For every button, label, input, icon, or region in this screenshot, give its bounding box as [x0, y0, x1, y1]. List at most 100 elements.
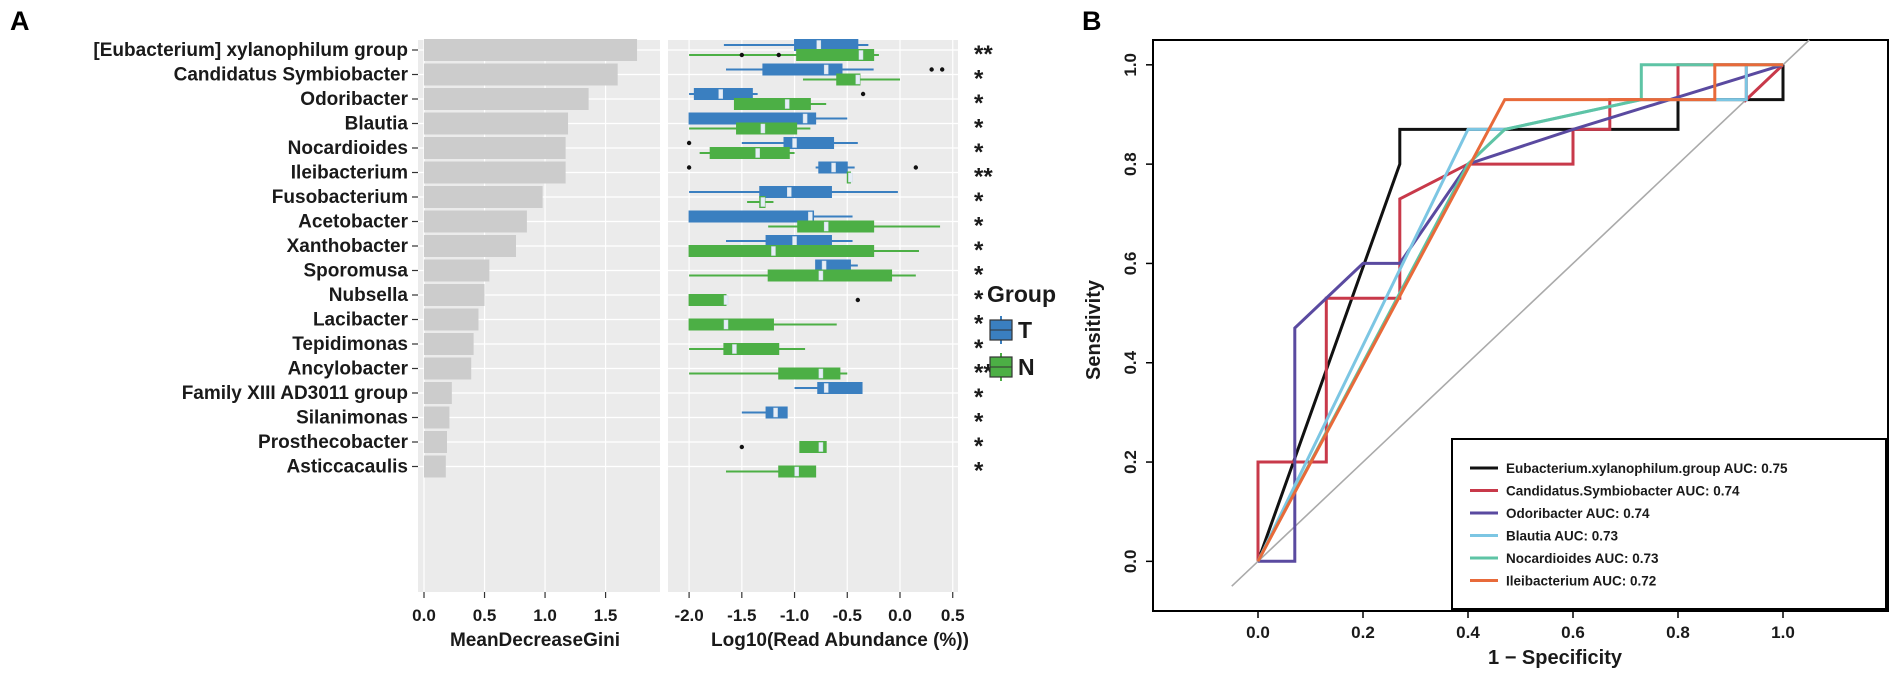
- bar-ancylobacter: [424, 357, 472, 380]
- category-label-candidatus-symbiobacter: Candidatus Symbiobacter: [174, 65, 409, 86]
- significance-mark: *: [974, 115, 984, 142]
- bar-tepidimonas: [424, 333, 474, 355]
- bar-acetobacter: [424, 210, 527, 233]
- category-label-nocardioides: Nocardioides: [288, 138, 408, 159]
- roc-legend-label-nocardioides: Nocardioides AUC: 0.73: [1506, 551, 1659, 566]
- box-n-asticcacaulis-median: [794, 466, 799, 477]
- box-n-nubsella-iqr: [688, 294, 727, 306]
- roc-x-tick-label: 0.4: [1456, 623, 1480, 642]
- box-n-tepidimonas-median: [732, 344, 737, 354]
- bar-x-tick-label: 1.0: [533, 606, 557, 625]
- box-t-ileibacterium-outlier: [686, 165, 692, 170]
- box-t-acetobacter-median: [808, 211, 813, 222]
- significance-mark: *: [974, 139, 984, 166]
- roc-y-tick-label: 0.4: [1121, 350, 1140, 374]
- roc-legend-label-candidatus-symbiobacter: Candidatus.Symbiobacter AUC: 0.74: [1506, 484, 1740, 499]
- box-t-candidatus-symbiobacter-iqr: [762, 63, 843, 76]
- roc-curve-nocardioides: [1256, 63, 1783, 563]
- roc-curve-odoribacter: [1258, 63, 1784, 563]
- roc-legend-label-eubacterium-xylanophilum-group: Eubacterium.xylanophilum.group AUC: 0.75: [1506, 461, 1788, 476]
- roc-y-axis-label: Sensitivity: [1083, 279, 1105, 380]
- boxplot-read-abundance: -2.0 -1.5 -1.0 -0.5 0.0 0.5 *****************…: [668, 39, 993, 651]
- box-x-tick-label: -1.0: [780, 606, 809, 625]
- bar-lacibacter: [424, 308, 479, 331]
- box-n-eubacterium-xylanophilum-group-outlier: [739, 52, 745, 58]
- box-t-fusobacterium-iqr: [759, 186, 832, 198]
- bar-xanthobacter: [424, 235, 516, 257]
- box-n-xanthobacter-iqr: [688, 245, 875, 257]
- category-label-sporomusa: Sporomusa: [303, 261, 408, 282]
- legend-label-n: N: [1018, 354, 1035, 380]
- bar-nubsella: [424, 284, 485, 306]
- panel-label-a: A: [10, 6, 30, 36]
- bar-nocardioides: [424, 137, 566, 159]
- box-t-sporomusa-iqr: [815, 259, 851, 272]
- group-legend: Group TN: [987, 281, 1056, 381]
- box-t-xanthobacter-median: [792, 236, 797, 246]
- box-n-nubsella-median: [723, 295, 729, 305]
- box-n-acetobacter-iqr: [797, 220, 875, 233]
- box-t-candidatus-symbiobacter-outlier: [939, 67, 945, 72]
- box-t-xanthobacter-iqr: [765, 235, 832, 247]
- bar-x-tick-label: 0.5: [473, 606, 497, 625]
- category-label-family-xiii-ad3011-group: Family XIII AD3011 group: [182, 383, 408, 404]
- box-n-lacibacter-median: [723, 319, 729, 330]
- box-n-nocardioides-iqr: [709, 147, 790, 159]
- box-x-axis-label: Log10(Read Abundance (%)): [711, 630, 969, 651]
- box-t-nocardioides-iqr: [783, 137, 835, 149]
- significance-mark: *: [974, 286, 984, 313]
- bar-family-xiii-ad3011-group: [424, 382, 452, 404]
- box-t-odoribacter-iqr: [693, 88, 753, 100]
- box-n-ileibacterium-median: [848, 172, 853, 183]
- bar-x-tick-label: 1.5: [594, 606, 618, 625]
- bar-sporomusa: [424, 259, 490, 282]
- category-label-nubsella: Nubsella: [329, 285, 409, 306]
- bar-chart-mean-decrease-gini: [Eubacterium] xylanophilum group Candidat…: [93, 39, 660, 651]
- bar-ileibacterium: [424, 161, 566, 184]
- significance-mark: **: [974, 164, 993, 191]
- box-n-candidatus-symbiobacter-median: [855, 74, 861, 85]
- box-n-prosthecobacter-outlier: [739, 444, 745, 450]
- roc-x-axis-label: 1 − Specificity: [1488, 647, 1623, 669]
- box-t-fusobacterium-median: [787, 187, 792, 197]
- box-n-eubacterium-xylanophilum-group-iqr: [796, 49, 875, 61]
- significance-mark: *: [974, 66, 984, 93]
- significance-mark: *: [974, 458, 984, 485]
- box-n-eubacterium-xylanophilum-group-outlier: [776, 52, 781, 58]
- box-t-nocardioides-outlier: [686, 140, 692, 146]
- category-label-lacibacter: Lacibacter: [313, 310, 409, 331]
- category-label-fusobacterium: Fusobacterium: [272, 187, 408, 208]
- box-x-tick-label: 0.0: [888, 606, 912, 625]
- roc-x-tick-label: 0.8: [1666, 623, 1690, 642]
- box-x-tick-label: -2.0: [674, 606, 703, 625]
- significance-mark: **: [974, 41, 993, 68]
- significance-mark: *: [974, 213, 984, 240]
- bar-x-axis-label: MeanDecreaseGini: [450, 630, 620, 651]
- bar-prosthecobacter: [424, 431, 447, 453]
- roc-legend-label-blautia: Blautia AUC: 0.73: [1506, 529, 1619, 544]
- box-t-odoribacter-median: [718, 89, 723, 99]
- roc-y-tick-label: 0.8: [1121, 152, 1140, 176]
- category-label-ileibacterium: Ileibacterium: [291, 163, 408, 184]
- legend-label-t: T: [1018, 317, 1032, 343]
- category-label-acetobacter: Acetobacter: [298, 212, 408, 233]
- category-label-ancylobacter: Ancylobacter: [288, 359, 409, 380]
- box-t-ileibacterium-median: [831, 162, 836, 173]
- box-plot-background: [668, 40, 958, 592]
- bar-silanimonas: [424, 406, 450, 429]
- box-t-family-xiii-ad3011-group-iqr: [817, 382, 863, 394]
- roc-curve-eubacterium-xylanophilum-group: [1256, 64, 1785, 562]
- significance-mark: *: [974, 188, 984, 215]
- roc-x-tick-label: 0.6: [1561, 623, 1585, 642]
- significance-mark: *: [974, 237, 984, 264]
- significance-mark: *: [974, 90, 984, 117]
- roc-y-tick-label: 1.0: [1121, 53, 1140, 77]
- roc-legend-label-odoribacter: Odoribacter AUC: 0.74: [1506, 506, 1650, 521]
- box-t-family-xiii-ad3011-group-median: [823, 383, 829, 393]
- box-n-xanthobacter-median: [771, 246, 776, 256]
- roc-x-tick-label: 0.2: [1351, 623, 1375, 642]
- category-label-eubacterium-xylanophilum-group: [Eubacterium] xylanophilum group: [93, 40, 408, 61]
- box-n-odoribacter-median: [784, 99, 790, 109]
- box-n-nocardioides-median: [755, 148, 760, 158]
- significance-mark: *: [974, 409, 984, 436]
